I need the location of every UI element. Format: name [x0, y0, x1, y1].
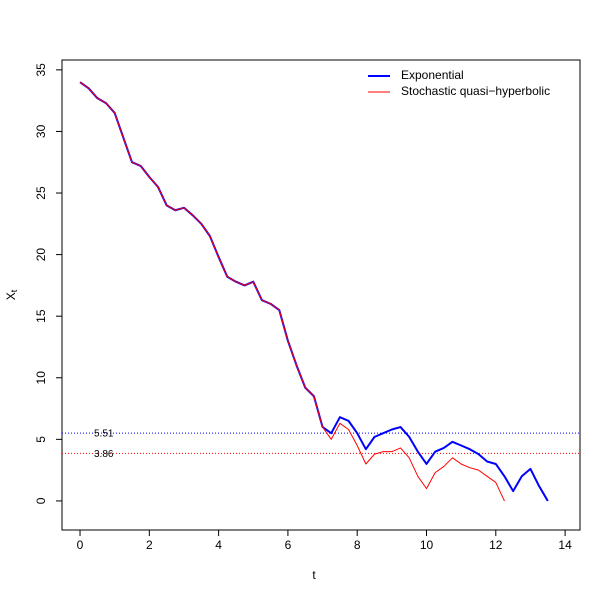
x-tick-label: 6 — [285, 538, 292, 552]
y-tick-label: 35 — [34, 63, 48, 77]
x-tick-label: 14 — [558, 538, 572, 552]
y-tick-label: 15 — [34, 309, 48, 323]
reference-label: 3.86 — [94, 449, 114, 460]
y-axis-label-base: X — [4, 292, 18, 300]
series-line — [79, 81, 549, 502]
y-tick-label: 20 — [34, 248, 48, 262]
y-tick-label: 10 — [34, 371, 48, 385]
y-tick-label: 30 — [34, 124, 48, 138]
x-tick-label: 4 — [215, 538, 222, 552]
series-line — [79, 81, 505, 502]
legend-label: Stochastic quasi−hyperbolic — [401, 84, 550, 98]
x-tick-label: 8 — [354, 538, 361, 552]
x-tick-label: 10 — [420, 538, 434, 552]
x-tick-label: 2 — [146, 538, 153, 552]
y-axis-label-sub: t — [9, 289, 19, 292]
y-tick-label: 5 — [34, 436, 48, 443]
plot-box — [61, 59, 581, 531]
x-tick-label: 12 — [489, 538, 503, 552]
legend-label: Exponential — [401, 68, 464, 82]
y-axis-label: Xt — [4, 289, 19, 300]
x-tick-label: 0 — [77, 538, 84, 552]
y-tick-label: 25 — [34, 186, 48, 200]
y-tick-label: 0 — [34, 497, 48, 504]
reference-label: 5.51 — [94, 429, 114, 440]
x-axis-label: t — [312, 568, 316, 582]
